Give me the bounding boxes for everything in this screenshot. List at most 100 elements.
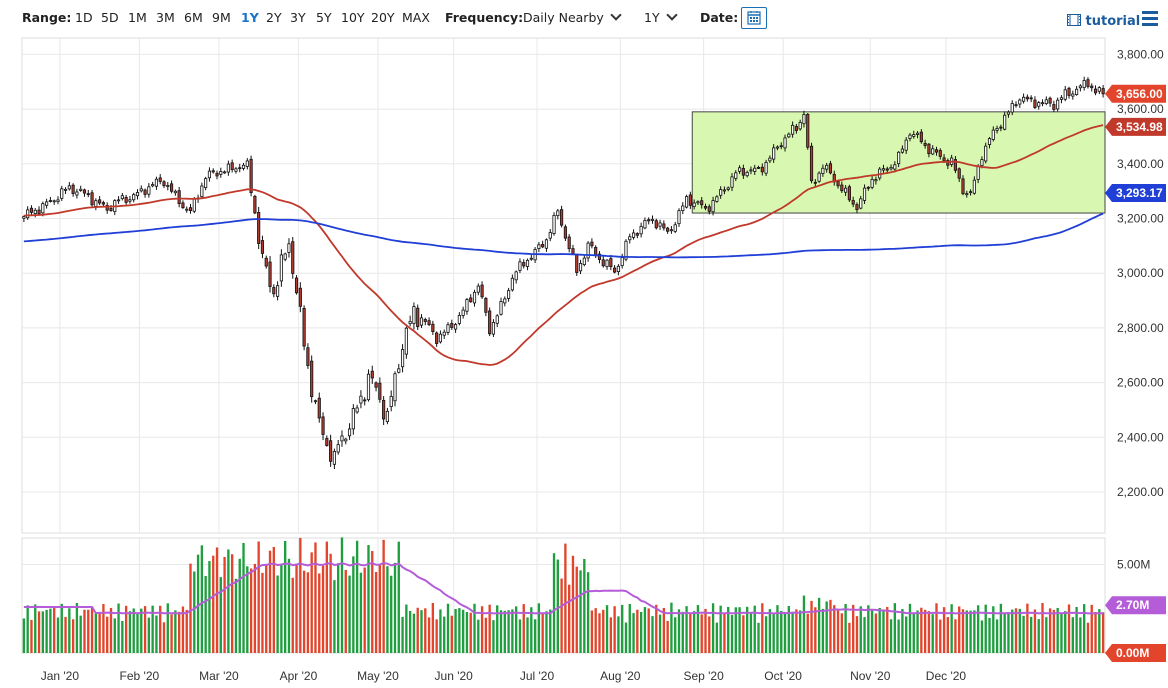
candle: [245, 160, 249, 167]
volume-bar: [249, 568, 253, 653]
volume-bar: [1064, 611, 1067, 653]
candle: [995, 128, 999, 131]
volume-bar: [946, 617, 950, 653]
price-plot-frame: [21, 37, 1106, 534]
hamburger-menu-icon[interactable]: [1142, 11, 1158, 27]
range-button-10y[interactable]: 10Y: [341, 10, 365, 25]
range-button-20y[interactable]: 20Y: [371, 10, 395, 25]
candle: [1056, 99, 1060, 110]
volume-bar: [1052, 609, 1056, 653]
candle: [170, 183, 174, 192]
volume-bar: [49, 608, 52, 653]
calendar-icon[interactable]: [741, 7, 767, 29]
volume-bar: [363, 567, 366, 653]
candle: [26, 209, 30, 219]
candle: [984, 145, 988, 162]
candle: [738, 167, 742, 172]
x-tick-label: Apr '20: [280, 669, 318, 683]
volume-bar: [518, 619, 522, 653]
x-tick-label: Sep '20: [683, 669, 724, 683]
candle: [332, 451, 336, 465]
ma-short-tag-shape: [1105, 117, 1166, 136]
range-button-1d[interactable]: 1D: [75, 10, 93, 25]
volume-bar: [976, 605, 980, 653]
volume-bar: [814, 607, 817, 653]
range-button-5d[interactable]: 5D: [101, 10, 119, 25]
candle: [616, 265, 620, 273]
ma-short-tag-text: 3,534.98: [1116, 120, 1163, 134]
volume-bar: [200, 545, 204, 653]
candle: [306, 347, 310, 366]
candle: [302, 307, 306, 347]
candle: [495, 315, 499, 324]
volume-bar: [855, 616, 859, 653]
candle: [798, 122, 802, 130]
ma-long-tag-shape: [1105, 184, 1166, 203]
candle: [874, 179, 878, 182]
candle: [158, 177, 162, 182]
candle: [1075, 88, 1079, 95]
volume-bar: [420, 610, 423, 653]
range-label: Range:: [22, 10, 72, 25]
volume-bar: [821, 608, 825, 653]
volume-bar: [711, 603, 715, 653]
volume-bar: [927, 611, 931, 653]
candle: [223, 171, 227, 174]
volume-bar: [817, 597, 821, 653]
range-button-5y[interactable]: 5Y: [316, 10, 332, 25]
volume-bar: [939, 619, 942, 653]
volume-bar: [151, 605, 154, 653]
volume-bar: [935, 603, 938, 653]
volume-bar: [344, 569, 347, 653]
volume-bar: [594, 608, 597, 653]
volume-bar: [776, 605, 779, 653]
candle: [154, 178, 159, 187]
candle: [590, 241, 594, 247]
candle: [541, 244, 545, 248]
range-button-3m[interactable]: 3M: [156, 10, 175, 25]
tutorial-link[interactable]: tutorial: [1067, 14, 1140, 29]
candle: [1003, 114, 1007, 130]
volume-bar: [704, 608, 707, 653]
period-dropdown[interactable]: 1Y: [644, 9, 678, 25]
range-button-9m[interactable]: 9M: [212, 10, 231, 25]
candle: [397, 368, 401, 373]
range-button-max[interactable]: MAX: [402, 10, 430, 25]
candle: [696, 201, 700, 204]
volume-bar: [867, 605, 870, 653]
range-button-2y[interactable]: 2Y: [266, 10, 282, 25]
frequency-dropdown[interactable]: Daily Nearby: [523, 9, 622, 25]
volume-bar: [1079, 617, 1082, 653]
candle: [1063, 89, 1067, 100]
volume-bar: [473, 603, 476, 653]
x-tick-label: Nov '20: [850, 669, 891, 683]
candle: [491, 322, 496, 335]
candle: [707, 206, 711, 212]
volume-average-tag-text: 2.70M: [1116, 598, 1149, 612]
candle: [185, 208, 189, 211]
candle: [711, 200, 715, 213]
candle: [226, 163, 230, 173]
candle: [809, 145, 814, 182]
volume-bar: [954, 619, 957, 653]
range-button-6m[interactable]: 6M: [184, 10, 203, 25]
range-button-1y[interactable]: 1Y: [241, 10, 259, 25]
volume-bar: [499, 610, 503, 653]
candle: [650, 218, 655, 221]
range-button-3y[interactable]: 3Y: [290, 10, 306, 25]
candle: [476, 285, 480, 293]
range-button-1m[interactable]: 1M: [128, 10, 147, 25]
candle: [597, 253, 602, 260]
candle: [957, 168, 961, 179]
candle: [366, 373, 371, 401]
candle: [1040, 102, 1045, 105]
volume-bar: [795, 609, 798, 653]
candle: [469, 297, 473, 303]
candle: [813, 181, 817, 184]
candle: [71, 184, 75, 194]
volume-bar: [253, 563, 257, 653]
price-tick-label: 2,200.00: [1117, 485, 1164, 499]
volume-bar: [68, 608, 71, 653]
volume-bar: [75, 603, 79, 653]
candle: [802, 114, 806, 125]
